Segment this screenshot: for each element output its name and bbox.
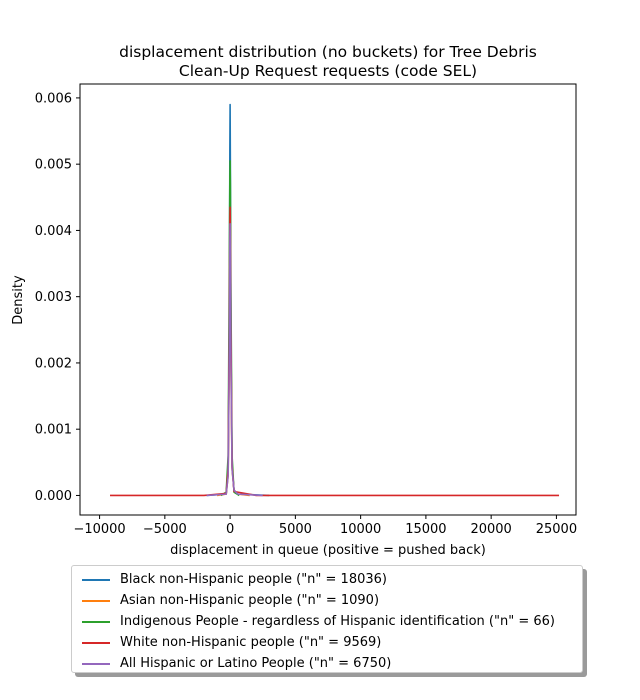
chart-title-line1: displacement distribution (no buckets) f… <box>119 43 537 61</box>
series-group <box>110 103 560 497</box>
legend-label: White non-Hispanic people ("n" = 9569) <box>120 635 382 650</box>
legend: Black non-Hispanic people ("n" = 18036) A… <box>71 565 583 673</box>
legend-item-5: All Hispanic or Latino People ("n" = 675… <box>78 653 582 674</box>
x-axis: −10000 −5000 0 5000 10000 15000 20000 25000 <box>73 515 577 537</box>
y-tick-label: 0.006 <box>35 91 72 106</box>
series-line-1 <box>206 103 270 497</box>
x-tick-label: −10000 <box>73 522 125 537</box>
y-axis-label: Density <box>11 275 26 325</box>
series-line-4 <box>110 206 560 497</box>
legend-swatch <box>82 599 110 602</box>
y-tick-label: 0.003 <box>35 290 72 305</box>
x-axis-label: displacement in queue (positive = pushed… <box>170 543 486 558</box>
legend-item-3: Indigenous People - regardless of Hispan… <box>78 611 582 632</box>
legend-swatch <box>82 578 110 581</box>
legend-swatch <box>82 620 110 623</box>
y-axis: 0.000 0.001 0.002 0.003 0.004 0.005 0.006 <box>35 91 80 504</box>
y-tick-label: 0.001 <box>35 423 72 438</box>
density-chart: displacement distribution (no buckets) f… <box>11 43 577 558</box>
legend-label: Indigenous People - regardless of Hispan… <box>120 614 555 629</box>
x-tick-label: −5000 <box>143 522 187 537</box>
x-tick-label: 10000 <box>340 522 381 537</box>
x-tick-label: 5000 <box>279 522 312 537</box>
x-tick-label: 20000 <box>470 522 511 537</box>
legend-label: Black non-Hispanic people ("n" = 18036) <box>120 572 387 587</box>
series-line-5 <box>206 223 263 497</box>
y-tick-label: 0.000 <box>35 489 72 504</box>
legend-swatch <box>82 662 110 665</box>
y-tick-label: 0.002 <box>35 356 72 371</box>
chart-title-line2: Clean-Up Request requests (code SEL) <box>179 62 477 80</box>
y-tick-label: 0.005 <box>35 158 72 173</box>
x-tick-label: 0 <box>226 522 234 537</box>
legend-swatch <box>82 641 110 644</box>
plot-frame <box>79 83 577 516</box>
legend-item-4: White non-Hispanic people ("n" = 9569) <box>78 632 582 653</box>
legend-item-1: Black non-Hispanic people ("n" = 18036) <box>78 569 582 590</box>
legend-label: All Hispanic or Latino People ("n" = 675… <box>120 656 392 671</box>
series-line-2 <box>216 223 250 497</box>
x-tick-label: 25000 <box>536 522 577 537</box>
legend-item-2: Asian non-Hispanic people ("n" = 1090) <box>78 590 582 611</box>
legend-label: Asian non-Hispanic people ("n" = 1090) <box>120 593 380 608</box>
y-tick-label: 0.004 <box>35 224 72 239</box>
x-tick-label: 15000 <box>405 522 446 537</box>
